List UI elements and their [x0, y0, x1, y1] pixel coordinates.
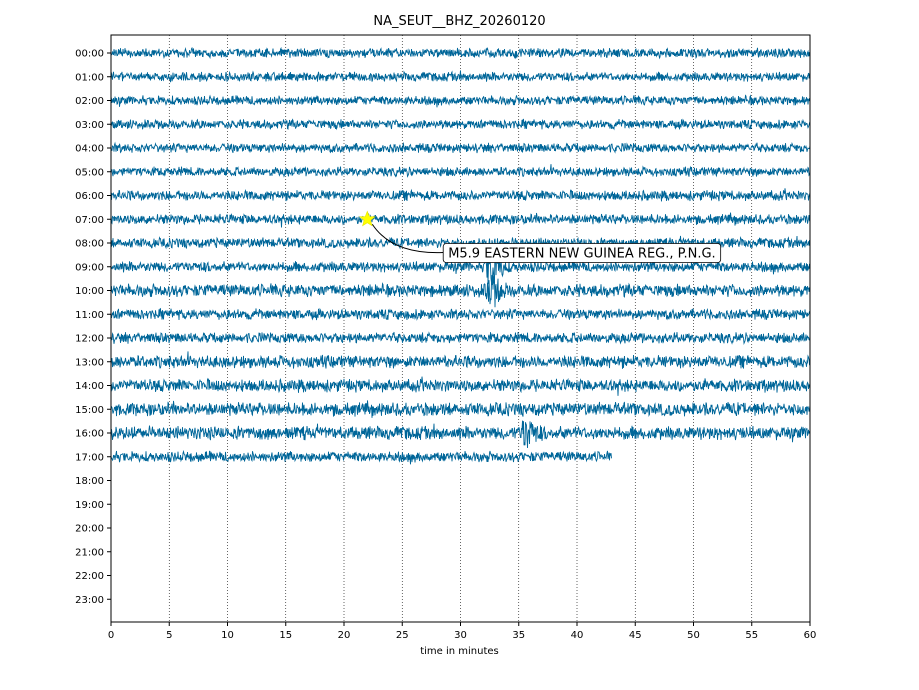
trace-0100 — [110, 70, 811, 83]
y-tick-label: 06:00 — [75, 191, 104, 202]
y-tick-label: 14:00 — [75, 381, 104, 392]
y-axis-ticks: 00:00 01:00 02:00 03:00 04:00 05:00 06:00 07:00… — [75, 49, 111, 606]
trace-1300 — [110, 351, 811, 369]
x-tick-label: 20 — [338, 630, 351, 641]
y-tick-label: 08:00 — [75, 239, 104, 250]
trace-0600 — [110, 188, 811, 202]
x-tick-label: 10 — [221, 630, 234, 641]
trace-1100 — [110, 307, 811, 321]
trace-1700 — [110, 449, 612, 465]
y-tick-label: 04:00 — [75, 144, 104, 155]
x-axis-label: time in minutes — [420, 646, 499, 657]
y-tick-label: 07:00 — [75, 215, 104, 226]
x-tick-label: 60 — [804, 630, 817, 641]
y-tick-label: 00:00 — [75, 49, 104, 60]
y-tick-label: 10:00 — [75, 286, 104, 297]
x-tick-label: 45 — [629, 630, 642, 641]
y-tick-label: 19:00 — [75, 500, 104, 511]
event-markers: M5.9 EASTERN NEW GUINEA REG., P.N.G. — [358, 210, 722, 263]
y-tick-label: 21:00 — [75, 547, 104, 558]
y-tick-label: 11:00 — [75, 310, 104, 321]
x-tick-label: 15 — [279, 630, 292, 641]
traces — [110, 46, 811, 465]
x-tick-label: 25 — [396, 630, 409, 641]
trace-0900 — [110, 247, 811, 286]
x-tick-label: 50 — [687, 630, 700, 641]
x-tick-label: 30 — [454, 630, 467, 641]
event-star-icon — [358, 210, 376, 227]
y-tick-label: 13:00 — [75, 357, 104, 368]
x-axis-ticks: 0 5 10 15 20 25 30 35 40 45 50 55 60 — [108, 622, 817, 641]
y-tick-label: 20:00 — [75, 524, 104, 535]
y-tick-label: 02:00 — [75, 96, 104, 107]
trace-1200 — [110, 331, 811, 346]
trace-0400 — [110, 141, 811, 154]
y-tick-label: 17:00 — [75, 452, 104, 463]
y-tick-label: 22:00 — [75, 571, 104, 582]
annotation-text: M5.9 EASTERN NEW GUINEA REG., P.N.G. — [448, 247, 715, 262]
annotation-box — [442, 243, 722, 263]
y-tick-label: 23:00 — [75, 595, 104, 606]
y-tick-label: 09:00 — [75, 262, 104, 273]
trace-0000 — [110, 46, 811, 60]
y-tick-label: 01:00 — [75, 72, 104, 83]
gridlines — [168, 35, 753, 622]
trace-1500 — [110, 400, 811, 418]
y-tick-label: 03:00 — [75, 120, 104, 131]
trace-1600 — [110, 420, 811, 449]
trace-0200 — [110, 94, 811, 108]
x-tick-label: 35 — [512, 630, 525, 641]
trace-0700 — [110, 212, 811, 228]
y-tick-label: 05:00 — [75, 167, 104, 178]
x-tick-label: 5 — [166, 630, 172, 641]
annotation-arrow — [371, 223, 444, 254]
y-tick-label: 16:00 — [75, 429, 104, 440]
y-tick-label: 12:00 — [75, 334, 104, 345]
y-tick-label: 15:00 — [75, 405, 104, 416]
x-tick-label: 0 — [108, 630, 114, 641]
trace-0300 — [110, 118, 811, 131]
y-tick-label: 18:00 — [75, 476, 104, 487]
trace-1400 — [110, 376, 811, 396]
x-tick-label: 55 — [745, 630, 758, 641]
x-tick-label: 40 — [571, 630, 584, 641]
trace-1000 — [110, 274, 811, 308]
chart-title: NA_SEUT__BHZ_20260120 — [373, 14, 545, 29]
trace-0500 — [110, 164, 811, 178]
